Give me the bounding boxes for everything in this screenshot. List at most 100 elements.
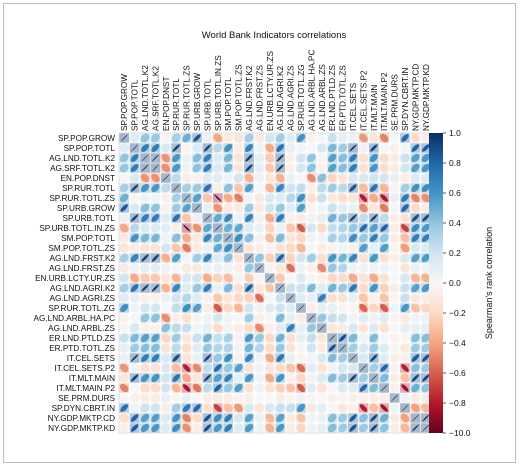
corr-ellipse bbox=[192, 413, 202, 423]
corr-ellipse bbox=[171, 403, 181, 413]
row-label: ER.PTD.TOTL.ZS bbox=[49, 344, 115, 353]
corr-ellipse bbox=[141, 164, 149, 172]
corr-ellipse bbox=[379, 153, 389, 163]
corr-ellipse bbox=[244, 343, 254, 353]
column-label: SP.RUR.TOTL bbox=[172, 78, 181, 131]
corr-ellipse bbox=[276, 254, 284, 262]
corr-ellipse bbox=[410, 393, 421, 403]
corr-ellipse bbox=[348, 233, 358, 243]
corr-ellipse bbox=[285, 333, 296, 343]
corr-ellipse bbox=[328, 334, 336, 342]
corr-ellipse bbox=[316, 203, 327, 213]
corr-ellipse bbox=[254, 373, 265, 383]
corr-ellipse bbox=[389, 203, 400, 213]
corr-ellipse bbox=[306, 213, 317, 223]
corr-ellipse bbox=[391, 394, 399, 402]
colorbar-tick-label: 0.0 bbox=[449, 278, 461, 288]
corr-ellipse bbox=[379, 253, 389, 263]
corr-ellipse bbox=[254, 313, 265, 323]
corr-ellipse bbox=[119, 193, 129, 203]
corr-ellipse bbox=[150, 243, 161, 253]
corr-ellipse bbox=[379, 313, 389, 323]
colorbar-tick-label: −10.0 bbox=[449, 428, 471, 438]
column-label: SM.POP.TOTL bbox=[224, 77, 233, 131]
corr-ellipse bbox=[202, 403, 213, 413]
corr-ellipse bbox=[203, 424, 212, 432]
corr-ellipse bbox=[401, 194, 409, 202]
corr-ellipse bbox=[370, 414, 378, 422]
corr-ellipse bbox=[245, 164, 253, 172]
corr-ellipse bbox=[171, 383, 181, 393]
corr-ellipse bbox=[317, 263, 327, 273]
corr-ellipse bbox=[358, 163, 369, 173]
column-label: IT.MLT.MAIN bbox=[370, 85, 379, 131]
corr-ellipse bbox=[307, 314, 315, 322]
column-label: SM.POP.TOTL.ZS bbox=[235, 64, 244, 131]
corr-ellipse bbox=[348, 393, 358, 403]
corr-ellipse bbox=[245, 154, 253, 162]
corr-ellipse bbox=[421, 253, 430, 263]
corr-ellipse bbox=[379, 283, 389, 293]
corr-ellipse bbox=[296, 153, 306, 163]
corr-ellipse bbox=[245, 254, 253, 262]
corr-ellipse bbox=[181, 343, 192, 353]
corr-ellipse bbox=[150, 223, 161, 233]
corr-ellipse bbox=[233, 213, 244, 223]
corr-ellipse bbox=[275, 233, 285, 243]
corr-ellipse bbox=[349, 254, 357, 262]
corr-ellipse bbox=[349, 374, 357, 382]
corr-ellipse bbox=[119, 223, 129, 233]
corr-ellipse bbox=[254, 343, 264, 353]
corr-ellipse bbox=[327, 143, 337, 153]
corr-ellipse bbox=[296, 323, 306, 333]
corr-ellipse bbox=[181, 163, 192, 173]
corr-ellipse bbox=[422, 374, 430, 382]
corr-ellipse bbox=[327, 223, 337, 233]
corr-ellipse bbox=[379, 413, 389, 423]
corr-ellipse bbox=[172, 153, 181, 163]
corr-ellipse bbox=[316, 233, 327, 243]
corr-ellipse bbox=[400, 143, 410, 153]
corr-ellipse bbox=[244, 383, 254, 393]
corr-ellipse bbox=[379, 333, 390, 343]
correlation-chart: World Bank Indicators correlations SP.PO… bbox=[34, 30, 494, 438]
corr-ellipse bbox=[129, 363, 140, 373]
corr-ellipse bbox=[182, 183, 192, 193]
corr-ellipse bbox=[223, 393, 234, 403]
corr-ellipse bbox=[411, 283, 420, 293]
corr-ellipse bbox=[285, 173, 296, 183]
corr-ellipse bbox=[400, 283, 410, 293]
corr-ellipse bbox=[233, 423, 244, 433]
corr-ellipse bbox=[317, 303, 327, 313]
corr-ellipse bbox=[192, 343, 202, 353]
corr-ellipse bbox=[140, 273, 150, 283]
corr-ellipse bbox=[151, 313, 160, 323]
corr-ellipse bbox=[161, 363, 171, 373]
corr-ellipse bbox=[254, 413, 265, 423]
corr-ellipse bbox=[327, 213, 337, 223]
corr-ellipse bbox=[151, 233, 160, 243]
corr-ellipse bbox=[410, 293, 421, 303]
corr-ellipse bbox=[119, 283, 129, 293]
corr-ellipse bbox=[129, 303, 140, 313]
corr-ellipse bbox=[130, 333, 139, 343]
corr-ellipse bbox=[181, 283, 192, 293]
corr-ellipse bbox=[151, 183, 160, 193]
corr-ellipse bbox=[306, 143, 317, 153]
row-label: ER.LND.PTLD.ZS bbox=[49, 334, 116, 343]
corr-ellipse bbox=[233, 393, 244, 403]
corr-ellipse bbox=[151, 144, 160, 152]
corr-ellipse bbox=[119, 383, 129, 393]
corr-ellipse bbox=[327, 393, 338, 403]
corr-ellipse bbox=[171, 173, 181, 183]
corr-ellipse bbox=[389, 143, 400, 153]
row-label: EN.POP.DNST bbox=[61, 174, 115, 183]
corr-ellipse bbox=[182, 413, 191, 423]
corr-ellipse bbox=[213, 253, 223, 263]
corr-ellipse bbox=[275, 223, 286, 233]
corr-ellipse bbox=[151, 333, 160, 343]
corr-ellipse bbox=[275, 173, 285, 183]
corr-ellipse bbox=[307, 163, 316, 173]
corr-ellipse bbox=[389, 423, 400, 433]
corr-ellipse bbox=[369, 133, 379, 143]
